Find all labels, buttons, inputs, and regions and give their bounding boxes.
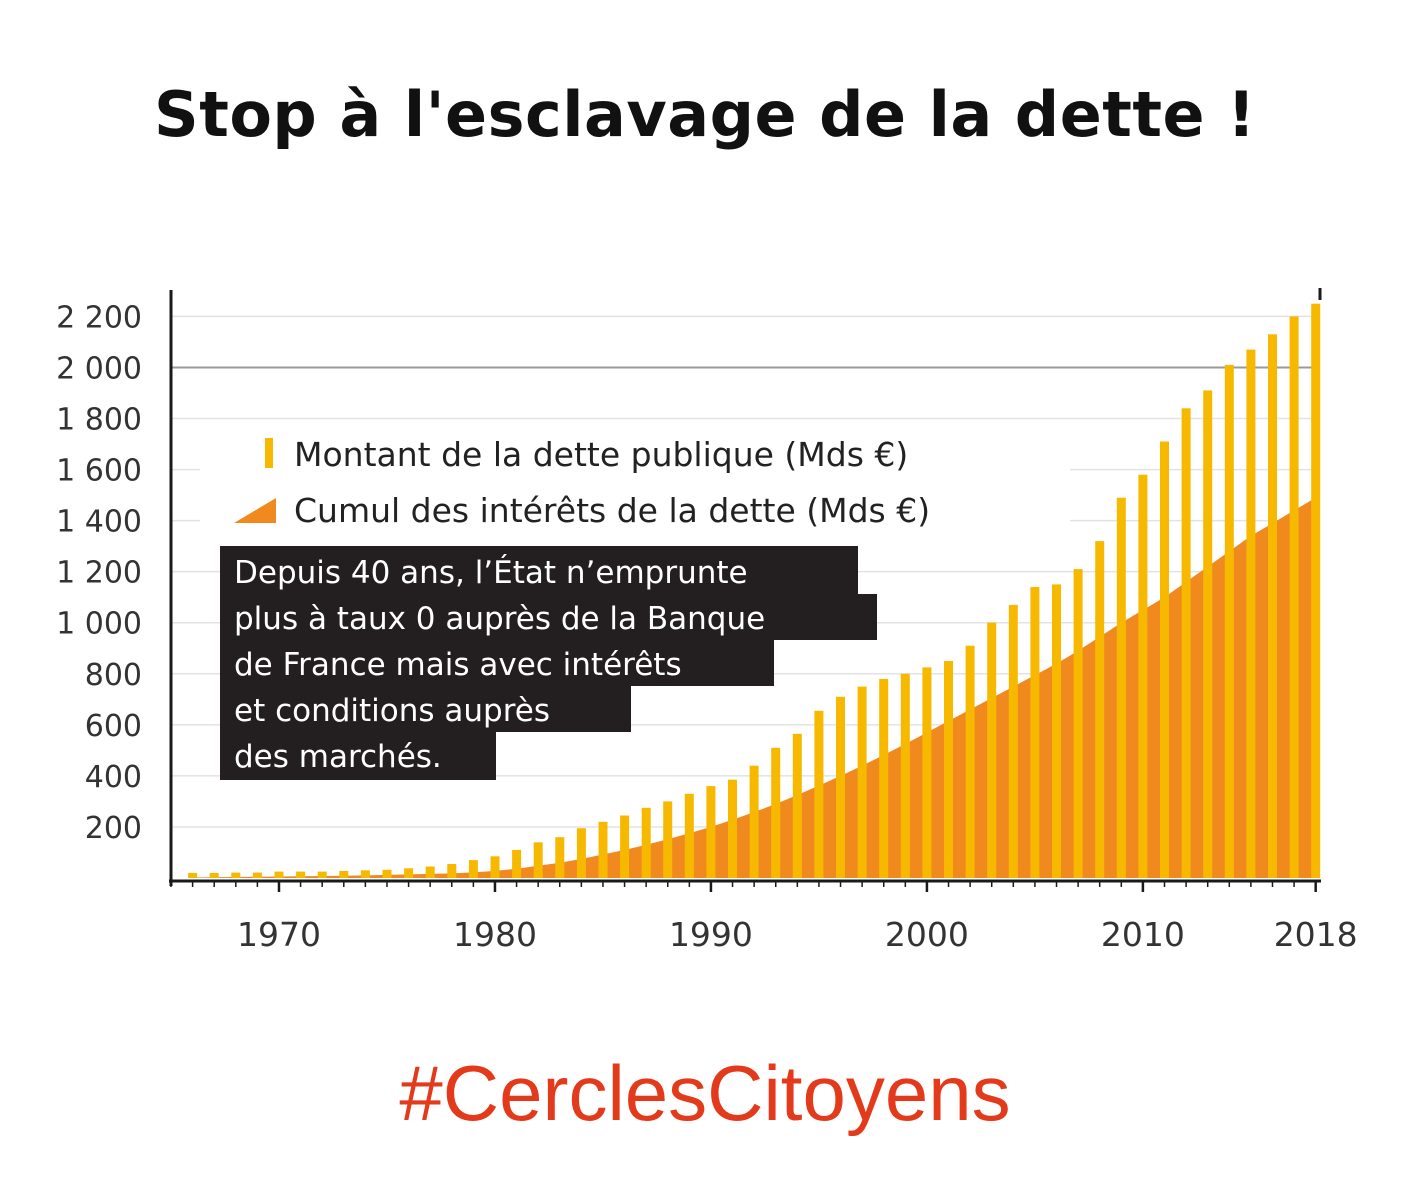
debt-bars	[188, 303, 1321, 879]
debt-bar	[749, 765, 759, 878]
legend: Montant de la dette publique (Mds €) Cum…	[200, 428, 1070, 536]
annotation-line: et conditions auprès	[234, 693, 550, 729]
debt-chart: 200 400 600 800 1 000 1 200 1 400 1 600 1 800 2 0…	[56, 288, 1358, 954]
debt-bar	[404, 868, 414, 878]
y-tick-label: 2 200	[56, 300, 142, 335]
debt-bar	[1289, 316, 1299, 878]
x-tick-label: 1970	[237, 915, 321, 954]
debt-bar	[922, 667, 932, 878]
debt-bar	[1311, 303, 1321, 878]
debt-bar	[1160, 441, 1169, 878]
y-tick-label: 600	[85, 709, 142, 744]
debt-bar	[684, 793, 694, 878]
debt-bar	[965, 645, 975, 878]
annotation-box: Depuis 40 ans, l’État n’emprunte plus à …	[220, 546, 877, 780]
x-tick-label: 2018	[1274, 915, 1358, 954]
debt-bar	[728, 779, 737, 878]
annotation-line: de France mais avec intérêts	[234, 647, 682, 683]
x-tick-label: 1980	[453, 915, 537, 954]
debt-bar	[317, 871, 327, 878]
debt-bar	[1095, 541, 1105, 878]
debt-bar	[1073, 569, 1083, 878]
debt-bar	[274, 871, 284, 878]
debt-bar	[1116, 497, 1126, 878]
debt-bar	[836, 696, 845, 878]
y-tick-label: 200	[85, 811, 142, 846]
annotation-row-0	[220, 546, 858, 594]
debt-bar	[641, 807, 651, 878]
debt-bar	[792, 733, 802, 878]
debt-bar	[1030, 587, 1040, 878]
debt-bar	[360, 870, 370, 878]
debt-bar	[209, 872, 219, 878]
debt-bar	[533, 842, 543, 878]
debt-bar	[296, 871, 306, 878]
debt-bar	[1181, 408, 1191, 878]
debt-bar	[512, 849, 522, 878]
debt-bar	[879, 678, 889, 878]
debt-bar	[339, 870, 349, 878]
legend-interest-area-marker	[234, 498, 276, 523]
debt-bar	[382, 869, 392, 878]
debt-bar	[771, 747, 781, 878]
debt-bar	[598, 821, 608, 878]
debt-bar	[900, 673, 910, 878]
x-tick-label: 2000	[885, 915, 969, 954]
debt-bar	[1008, 604, 1018, 878]
y-tick-label: 1 400	[56, 505, 142, 540]
y-tick-label: 1 800	[56, 403, 142, 438]
debt-bar	[252, 872, 262, 878]
debt-bar	[555, 837, 565, 878]
legend-interest-label: Cumul des intérêts de la dette (Mds €)	[294, 491, 930, 530]
debt-bar	[620, 815, 630, 878]
annotation-line: Depuis 40 ans, l’État n’emprunte	[234, 555, 748, 591]
debt-bar	[576, 828, 586, 878]
debt-bar	[1052, 584, 1061, 878]
hashtag: #CerclesCitoyens	[399, 1049, 1011, 1137]
debt-bar	[447, 864, 457, 878]
annotation-row-3	[220, 686, 631, 732]
debt-bar	[1268, 334, 1277, 878]
debt-bar	[231, 872, 241, 878]
legend-background	[200, 428, 1070, 536]
debt-bar	[944, 661, 953, 878]
annotation-row-2	[220, 640, 774, 686]
x-axis-ticks	[170, 881, 1317, 892]
debt-bar	[468, 860, 478, 878]
y-tick-label: 1 200	[56, 556, 142, 591]
annotation-line: des marchés.	[234, 739, 442, 775]
legend-debt-bar-marker	[265, 438, 273, 468]
y-tick-label: 800	[85, 658, 142, 693]
y-tick-labels: 200 400 600 800 1 000 1 200 1 400 1 600 1 800 2 0…	[56, 300, 142, 846]
debt-bar	[425, 866, 435, 878]
debt-bar	[188, 872, 198, 878]
annotation-row-4	[220, 732, 496, 780]
debt-bar	[490, 856, 500, 878]
debt-bar	[814, 710, 824, 878]
x-tick-label: 1990	[669, 915, 753, 954]
debt-bar	[857, 686, 867, 878]
debt-bar	[1224, 364, 1234, 878]
annotation-row-1	[220, 594, 877, 640]
annotation-line: plus à taux 0 auprès de la Banque	[234, 601, 765, 637]
debt-bar	[1203, 390, 1213, 878]
x-tick-label: 2010	[1101, 915, 1185, 954]
debt-bar	[1246, 349, 1256, 879]
legend-debt-label: Montant de la dette publique (Mds €)	[294, 435, 908, 474]
x-tick-labels: 1970 1980 1990 2000 2010 2018	[237, 915, 1358, 954]
headline: Stop à l'esclavage de la dette !	[154, 78, 1256, 151]
debt-bar	[663, 801, 673, 878]
y-tick-label: 1 000	[56, 607, 142, 642]
axes	[169, 288, 1322, 886]
debt-bar	[706, 786, 716, 878]
debt-bar	[987, 622, 997, 878]
debt-bar	[1138, 474, 1148, 878]
y-tick-label: 400	[85, 760, 142, 795]
y-tick-label: 2 000	[56, 351, 142, 386]
y-tick-label: 1 600	[56, 454, 142, 489]
